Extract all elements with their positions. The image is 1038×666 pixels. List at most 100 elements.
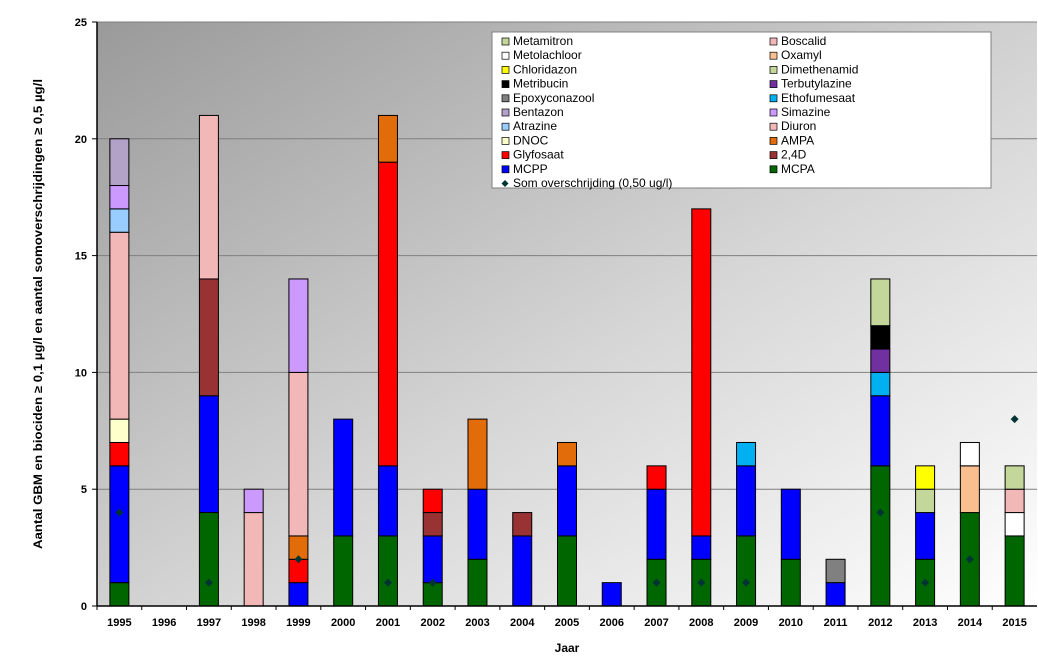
bar-segment-diuron-1997 xyxy=(198,114,219,280)
x-tick-label: 2009 xyxy=(734,617,758,629)
bar-segment-mcpp-2013 xyxy=(915,512,936,560)
bar-segment-metamitron-2015 xyxy=(1004,465,1025,490)
legend-swatch-terbutylazine xyxy=(769,80,778,88)
bar-segment-mcpa-2003 xyxy=(467,558,488,607)
x-tick-label: 2007 xyxy=(644,617,668,629)
bar-segment-epoxyconazool-2011 xyxy=(825,558,846,584)
legend-label-dnoc: DNOC xyxy=(513,133,549,147)
bar-segment-mcpp-2009 xyxy=(736,465,757,537)
legend-swatch-ampa xyxy=(769,137,778,145)
y-axis-title: Aantal GBM en biociden ≥ 0,1 µg/l en aan… xyxy=(31,79,45,549)
sum-exceedance-markers xyxy=(115,415,1019,587)
sum-marker-2002 xyxy=(428,578,437,587)
bar-segment-mcpa-1997 xyxy=(198,512,219,607)
legend: Metamitron Boscalid Metolachloor Oxamyl Chlo… xyxy=(491,31,992,190)
bar-segment-mcpa-2001 xyxy=(377,535,398,607)
bar-segment-mcpp-2004 xyxy=(512,535,533,607)
legend-label-2-4d: 2,4D xyxy=(781,148,807,162)
x-tick-label: 2008 xyxy=(689,617,713,629)
bar-segment-mcpa-2012 xyxy=(870,465,891,607)
bar-segment-oxamyl-2014 xyxy=(959,465,980,514)
x-tick-label: 2012 xyxy=(868,617,892,629)
x-axis-title: Jaar xyxy=(555,641,580,655)
bar-segment-mcpp-1999 xyxy=(288,582,309,607)
x-tick-label: 2000 xyxy=(331,617,355,629)
bar-segment-mcpa-2005 xyxy=(557,535,577,607)
sum-marker-1997 xyxy=(204,578,213,587)
legend-label-terbutylazine: Terbutylazine xyxy=(781,77,852,91)
legend-label-simazine: Simazine xyxy=(781,105,831,119)
x-tick-label: 2003 xyxy=(465,617,489,629)
bar-segment-mcpp-1997 xyxy=(198,395,219,514)
x-tick-label: 1997 xyxy=(197,617,221,629)
sum-marker-2015 xyxy=(1010,415,1019,424)
legend-swatch-dimethenamid xyxy=(769,66,778,74)
legend-label-diuron: Diuron xyxy=(781,119,816,133)
bar-segment-mcpp-2002 xyxy=(422,535,443,584)
bar-segment-ethofumesaat-2009 xyxy=(736,441,757,467)
x-tick-label: 2002 xyxy=(420,617,444,629)
legend-swatch-metolachloor xyxy=(501,51,510,60)
legend-swatch-metamitron xyxy=(501,37,510,46)
x-tick-label: 1998 xyxy=(241,617,265,629)
y-tick-label: 5 xyxy=(81,484,87,496)
bar-segment-diuron-1998 xyxy=(243,512,264,607)
bar-segment-simazine-1995 xyxy=(109,185,130,210)
x-tick-label: 2015 xyxy=(1002,617,1026,629)
bar-segment-mcpp-2011 xyxy=(825,582,846,607)
legend-label-boscalid: Boscalid xyxy=(781,34,826,48)
sum-marker-2007 xyxy=(652,578,661,587)
legend-label-som-overschrijding: Som overschrijding (0,50 ug/l) xyxy=(513,176,672,190)
bar-segment-mcpp-2006 xyxy=(601,582,622,607)
bar-segment-mcpp-2010 xyxy=(780,488,801,560)
bar-segment-metolachloor-2014 xyxy=(959,441,980,467)
bar-segment-2-4d-2002 xyxy=(422,512,443,537)
bar-segment-atrazine-1995 xyxy=(109,208,130,233)
legend-label-ethofumesaat: Ethofumesaat xyxy=(781,91,856,105)
legend-swatch-boscalid xyxy=(769,37,778,46)
bar-segment-2-4d-1997 xyxy=(198,278,219,397)
legend-label-dimethenamid: Dimethenamid xyxy=(781,62,858,76)
legend-swatch-chloridazon xyxy=(501,66,510,74)
x-tick-label: 2014 xyxy=(958,617,983,629)
bar-segment-2-4d-2004 xyxy=(512,512,533,537)
y-tick-label: 20 xyxy=(75,134,87,146)
bar-segment-glyfosaat-2002 xyxy=(422,488,443,514)
sum-marker-2001 xyxy=(383,578,392,587)
bar-segment-mcpp-2005 xyxy=(557,465,577,537)
bar-segment-mcpp-2008 xyxy=(691,535,712,560)
bar-segment-simazine-1998 xyxy=(243,488,264,514)
bar-segment-mcpa-1995 xyxy=(109,582,130,607)
legend-label-atrazine: Atrazine xyxy=(513,119,557,133)
bar-segment-glyfosaat-2007 xyxy=(646,465,667,490)
legend-label-metribucin: Metribucin xyxy=(513,77,568,91)
x-tick-label: 2010 xyxy=(779,617,803,629)
sum-marker-2013 xyxy=(921,578,930,587)
legend-marker-diamond xyxy=(501,180,509,187)
x-tick-label: 2006 xyxy=(600,617,624,629)
bar-segment-diuron-1995 xyxy=(109,231,130,420)
legend-swatch-metribucin xyxy=(501,80,510,88)
legend-swatch-ethofumesaat xyxy=(769,94,778,103)
legend-box xyxy=(491,31,992,189)
bar-segment-mcpa-2009 xyxy=(736,535,757,607)
bar-segment-glyfosaat-2008 xyxy=(691,208,712,537)
bar-segment-boscalid-2015 xyxy=(1004,488,1025,514)
bar-segment-mcpp-2012 xyxy=(870,395,891,467)
bar-segment-simazine-1999 xyxy=(288,278,309,373)
legend-swatch-epoxyconazool xyxy=(501,94,510,103)
bar-segment-mcpp-2007 xyxy=(646,488,667,560)
y-tick-label: 25 xyxy=(75,17,87,29)
bar-segment-mcpp-2003 xyxy=(467,488,488,560)
bar-segment-diuron-1999 xyxy=(288,371,309,537)
bar-segment-glyfosaat-2001 xyxy=(377,161,398,467)
legend-swatch-bentazon xyxy=(501,108,510,117)
x-tick-label: 2001 xyxy=(376,617,400,629)
bar-segment-mcpp-1995 xyxy=(109,465,130,584)
bar-segment-glyfosaat-1995 xyxy=(109,441,130,467)
axes: 0 5 10 15 20 25 1995 1996 1997 1998 1999 2000 2001 20… xyxy=(75,17,1037,629)
bar-segment-metamitron-2012 xyxy=(870,278,891,327)
bar-segment-ampa-2003 xyxy=(467,418,488,490)
sum-marker-2008 xyxy=(697,578,706,587)
legend-swatch-2-4d xyxy=(769,151,778,159)
